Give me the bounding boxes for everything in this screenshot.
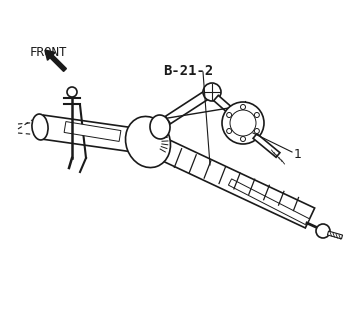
Circle shape [240, 137, 245, 141]
Circle shape [230, 110, 256, 136]
Polygon shape [328, 231, 343, 239]
Polygon shape [166, 90, 210, 124]
Circle shape [222, 102, 264, 144]
Ellipse shape [32, 114, 48, 140]
Polygon shape [64, 122, 121, 141]
Polygon shape [144, 132, 315, 228]
Text: 1: 1 [294, 148, 302, 161]
Polygon shape [40, 115, 150, 154]
Circle shape [227, 129, 232, 133]
Circle shape [240, 105, 245, 109]
Circle shape [316, 224, 330, 238]
Ellipse shape [126, 116, 170, 168]
Ellipse shape [203, 83, 221, 101]
Polygon shape [253, 134, 280, 157]
Circle shape [67, 87, 77, 97]
Polygon shape [229, 179, 310, 225]
Ellipse shape [150, 115, 170, 139]
Circle shape [254, 113, 259, 117]
Circle shape [254, 129, 259, 133]
Text: FRONT: FRONT [30, 46, 68, 59]
FancyArrow shape [45, 50, 66, 71]
Circle shape [227, 113, 232, 117]
Polygon shape [214, 95, 234, 115]
Text: B-21-2: B-21-2 [163, 64, 213, 78]
